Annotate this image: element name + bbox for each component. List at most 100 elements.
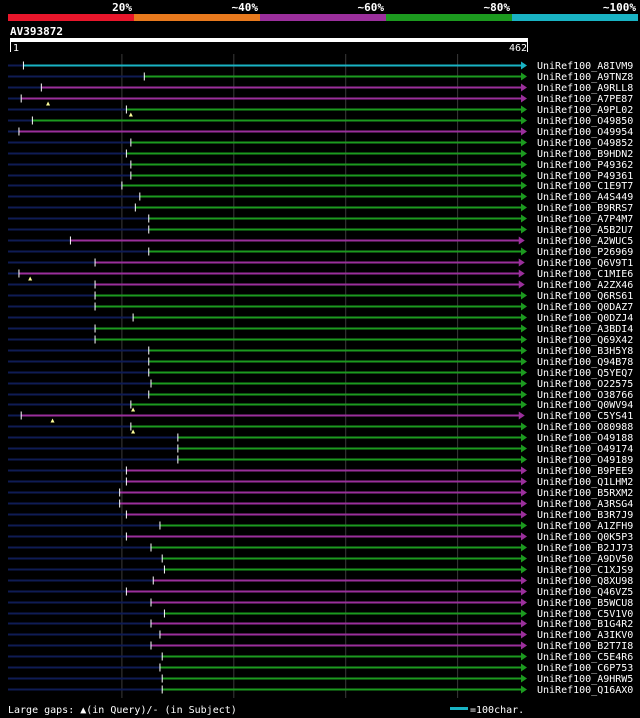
hit-arrowhead: [518, 280, 525, 289]
hit-row: UniRef100_B5WCU8: [8, 598, 633, 609]
hit-arrowhead: [521, 105, 527, 114]
hit-arrowhead: [521, 247, 527, 256]
hit-label: UniRef100_B2T7I8: [537, 641, 633, 652]
hit-label: UniRef100_P49362: [537, 160, 633, 171]
scale-bar: [450, 707, 468, 710]
hit-arrowhead: [521, 598, 527, 607]
hit-row: UniRef100_A9PL02: [8, 105, 633, 117]
hit-row: UniRef100_Q0DZJ4: [8, 313, 633, 324]
hit-rows: UniRef100_A8IVM9UniRef100_A9TNZ8UniRef10…: [8, 61, 633, 696]
hit-row: UniRef100_C1E9T7: [8, 181, 633, 192]
hit-label: UniRef100_Q6V9T1: [537, 258, 633, 269]
hit-label: UniRef100_Q0K5P3: [537, 532, 633, 543]
query-gap-marker: [131, 429, 136, 434]
hit-arrowhead: [521, 488, 527, 497]
hit-row: UniRef100_A3BDI4: [8, 324, 633, 335]
hit-label: UniRef100_B9HDN2: [537, 149, 633, 160]
hit-row: UniRef100_B2T7I8: [8, 641, 633, 652]
query-end-label: 462: [509, 43, 527, 54]
hit-label: UniRef100_A7P4M7: [537, 214, 633, 225]
legend-label: 20%: [112, 1, 132, 14]
hit-arrowhead: [521, 685, 527, 694]
legend-band: [8, 14, 134, 21]
hit-arrowhead: [521, 510, 527, 519]
hit-row: UniRef100_Q16AX0: [8, 685, 633, 696]
hit-row: UniRef100_P49362: [8, 160, 633, 171]
legend-band: [134, 14, 260, 21]
hit-row: UniRef100_Q0DAZ7: [8, 302, 633, 313]
hit-row: UniRef100_P26969: [8, 247, 633, 258]
hit-label: UniRef100_O38766: [537, 390, 633, 401]
hit-label: UniRef100_C1MIE6: [537, 269, 633, 280]
hit-arrowhead: [521, 302, 527, 311]
hit-label: UniRef100_A8IVM9: [537, 61, 633, 72]
hit-arrowhead: [521, 324, 527, 333]
hit-row: UniRef100_O22575: [8, 379, 633, 390]
hit-label: UniRef100_B9RRS7: [537, 203, 633, 214]
hit-arrowhead: [521, 499, 527, 508]
query-name: AV393872: [10, 25, 63, 38]
hit-arrowhead: [521, 554, 527, 563]
scale-label: =100char.: [470, 705, 524, 716]
hit-arrowhead: [521, 127, 527, 136]
hit-row: UniRef100_B9RRS7: [8, 203, 633, 214]
hit-row: UniRef100_Q1LHM2: [8, 477, 633, 488]
hit-label: UniRef100_B3R7J9: [537, 510, 633, 521]
hit-arrowhead: [521, 149, 527, 158]
hit-row: UniRef100_O49188: [8, 433, 633, 444]
legend-band: [512, 14, 638, 21]
hit-label: UniRef100_O22575: [537, 379, 633, 390]
hit-row: UniRef100_A9RLL8: [8, 83, 633, 94]
hit-row: UniRef100_Q6V9T1: [8, 258, 633, 269]
hit-label: UniRef100_Q1LHM2: [537, 477, 633, 488]
hit-row: UniRef100_B5RXM2: [8, 488, 633, 499]
hit-label: UniRef100_A3RSG4: [537, 499, 633, 510]
hit-label: UniRef100_A9RLL8: [537, 83, 633, 94]
hit-label: UniRef100_C1XJS9: [537, 565, 633, 576]
hit-arrowhead: [521, 379, 527, 388]
hit-arrowhead: [521, 192, 527, 201]
hit-row: UniRef100_O80988: [8, 422, 633, 434]
hit-label: UniRef100_C5V1V0: [537, 609, 633, 620]
hit-arrowhead: [521, 390, 527, 399]
hit-label: UniRef100_A5B2U7: [537, 225, 633, 236]
hit-arrowhead: [521, 357, 527, 366]
hit-row: UniRef100_O49174: [8, 444, 633, 455]
hit-label: UniRef100_A1ZFH9: [537, 521, 633, 532]
query-gap-marker: [128, 112, 133, 117]
hit-arrowhead: [521, 335, 527, 344]
hit-arrowhead: [521, 214, 527, 223]
hit-arrowhead: [521, 521, 527, 530]
hit-label: UniRef100_Q16AX0: [537, 685, 633, 696]
hit-row: UniRef100_C6P753: [8, 663, 633, 674]
legend-band: [260, 14, 386, 21]
hit-row: UniRef100_C5E4R6: [8, 652, 633, 663]
hit-arrowhead: [521, 291, 527, 300]
hit-arrowhead: [521, 72, 527, 81]
hit-arrowhead: [521, 652, 527, 661]
hit-row: UniRef100_C1MIE6: [8, 269, 633, 281]
hit-label: UniRef100_B2JJ73: [537, 543, 633, 554]
hit-label: UniRef100_O49852: [537, 138, 633, 149]
query-gap-marker: [46, 101, 51, 106]
hit-label: UniRef100_Q0WV94: [537, 400, 633, 411]
hit-row: UniRef100_Q69X42: [8, 335, 633, 346]
hit-label: UniRef100_O49954: [537, 127, 633, 138]
hit-label: UniRef100_Q6RS61: [537, 291, 633, 302]
query-start-label: 1: [13, 43, 19, 54]
hit-label: UniRef100_P26969: [537, 247, 633, 258]
hit-row: UniRef100_A4S449: [8, 192, 633, 203]
hit-label: UniRef100_B1G4R2: [537, 619, 633, 630]
hit-row: UniRef100_C5YS41: [8, 411, 633, 423]
hit-label: UniRef100_A4S449: [537, 192, 633, 203]
hit-arrowhead: [518, 258, 525, 267]
hit-row: UniRef100_B1G4R2: [8, 619, 633, 630]
hit-arrowhead: [521, 543, 527, 552]
hit-arrowhead: [521, 422, 527, 431]
hit-label: UniRef100_A9DV50: [537, 554, 633, 565]
hit-label: UniRef100_O49189: [537, 455, 633, 466]
hit-label: UniRef100_A2ZX46: [537, 280, 633, 291]
hit-row: UniRef100_Q5YEQ7: [8, 368, 633, 379]
hit-arrowhead: [521, 455, 527, 464]
hit-row: UniRef100_A2ZX46: [8, 280, 633, 291]
